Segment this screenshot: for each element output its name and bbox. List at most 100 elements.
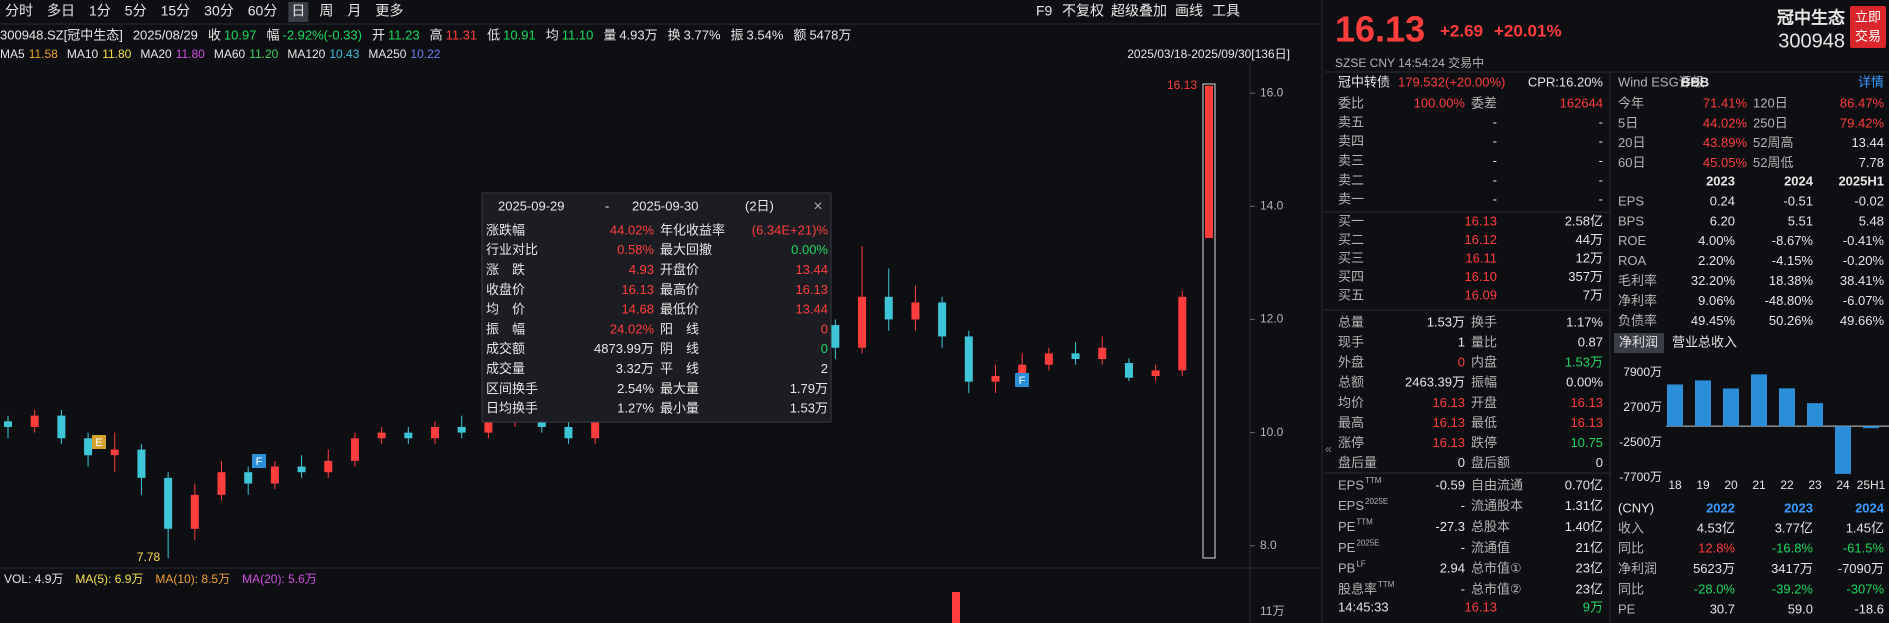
label: 3.32万: [616, 361, 654, 376]
period-tab[interactable]: 更多: [375, 3, 403, 19]
label: 14.68: [621, 302, 654, 317]
label: -: [1599, 134, 1603, 149]
y-tick-label: -2500万: [1619, 435, 1662, 449]
close-button[interactable]: ×: [813, 198, 822, 215]
label: -: [1493, 153, 1497, 168]
label: 16.13: [795, 282, 828, 297]
period-tab[interactable]: 60分: [248, 3, 278, 19]
label: 43.89%: [1703, 135, 1748, 150]
label: 0.58%: [617, 242, 654, 257]
superscript: 2025E: [1356, 539, 1379, 548]
label: EPS: [1338, 498, 1364, 513]
label: 盘后额: [1471, 455, 1510, 470]
period-tab[interactable]: 周: [319, 3, 333, 19]
period-tab[interactable]: 5分: [125, 3, 147, 19]
label: 最低价: [660, 302, 699, 317]
label: 2024: [1784, 173, 1814, 188]
event-marker-label: F: [256, 456, 263, 468]
period-tab[interactable]: 30分: [204, 3, 234, 19]
label: 收入: [1618, 520, 1644, 535]
label: -4.15%: [1772, 253, 1814, 268]
label: 49.66%: [1840, 313, 1885, 328]
label: 均价: [1338, 395, 1364, 410]
label: 16.13: [1432, 435, 1465, 450]
link[interactable]: 详情: [1858, 74, 1884, 89]
bar: [1751, 374, 1767, 427]
label: 16.13: [1570, 395, 1603, 410]
label: 11.80: [176, 47, 205, 61]
x-tick-label: 23: [1808, 478, 1822, 492]
label: MA20: [140, 47, 172, 61]
label: 3.77%: [684, 27, 721, 42]
label: -48.80%: [1765, 293, 1814, 308]
label: ROA: [1618, 253, 1647, 268]
label: 低: [487, 27, 500, 42]
label: MA60: [214, 47, 246, 61]
tool-button[interactable]: 超级叠加: [1111, 3, 1167, 19]
event-marker[interactable]: [252, 454, 266, 468]
bar: [1863, 426, 1879, 429]
label: 买二: [1338, 232, 1364, 247]
label: 2.94: [1440, 561, 1465, 576]
collapse-toggle[interactable]: «: [1325, 442, 1332, 456]
period-tab[interactable]: 1分: [89, 3, 111, 19]
tool-button[interactable]: 工具: [1212, 3, 1240, 19]
period-tab[interactable]: 月: [347, 3, 361, 19]
label: 卖一: [1338, 192, 1364, 207]
event-marker[interactable]: [92, 435, 106, 449]
label: 委比: [1338, 95, 1364, 110]
candle-body: [431, 426, 440, 439]
label: BBB: [1681, 74, 1709, 89]
label: 开: [372, 27, 385, 42]
period-tab[interactable]: 15分: [161, 3, 191, 19]
label: 44.02%: [610, 222, 655, 237]
label: 11.10: [562, 27, 594, 42]
y-tick-label: 10.0: [1260, 425, 1284, 439]
label: 2024: [1855, 500, 1885, 515]
candle-body: [564, 426, 573, 439]
tab[interactable]: 净利润: [1619, 334, 1658, 349]
tab[interactable]: 营业总收入: [1672, 334, 1737, 349]
period-tab[interactable]: 多日: [47, 3, 75, 19]
label: MA120: [287, 47, 325, 61]
tool-button[interactable]: F9: [1036, 3, 1053, 19]
tool-button[interactable]: 画线: [1175, 3, 1203, 19]
label: -6.07%: [1843, 293, 1885, 308]
label: MA5: [0, 47, 25, 61]
label: 38.41%: [1840, 273, 1885, 288]
label: -307%: [1846, 581, 1884, 596]
label: 18.38%: [1769, 273, 1814, 288]
x-tick-label: 22: [1780, 478, 1794, 492]
label: 0.00%: [791, 242, 828, 257]
label: 16.10: [1464, 269, 1497, 284]
label: 成交额: [486, 341, 525, 356]
superscript: LF: [1356, 559, 1365, 568]
candle-body: [217, 472, 226, 495]
label: 同比: [1618, 541, 1644, 556]
period-tab[interactable]: 日: [291, 3, 305, 19]
tool-button[interactable]: 不复权: [1062, 3, 1104, 19]
candle-body: [4, 421, 12, 427]
label: 0.24: [1710, 193, 1735, 208]
candle-body: [1205, 85, 1213, 238]
label: 毛利率: [1618, 273, 1657, 288]
label: -2.92%(-0.33): [282, 27, 361, 42]
label: 净利率: [1618, 293, 1657, 308]
label: 0.70亿: [1565, 477, 1603, 492]
label: 流通股本: [1471, 498, 1523, 513]
label: 5日: [1618, 115, 1638, 130]
candle-body: [591, 415, 600, 439]
label: 179.532(+20.00%): [1398, 74, 1505, 89]
trade-button[interactable]: [1850, 6, 1886, 48]
label: 16.13: [1464, 599, 1497, 614]
label: 最小量: [660, 401, 699, 416]
label: 行业对比: [486, 242, 538, 257]
label: +20.01%: [1494, 21, 1562, 40]
event-marker[interactable]: [1015, 373, 1029, 387]
label: 振 幅: [486, 321, 525, 336]
label: 16.11: [1465, 250, 1497, 265]
label: 1.45亿: [1846, 520, 1884, 535]
period-tab[interactable]: 分时: [5, 3, 33, 19]
x-tick-label: 20: [1724, 478, 1738, 492]
